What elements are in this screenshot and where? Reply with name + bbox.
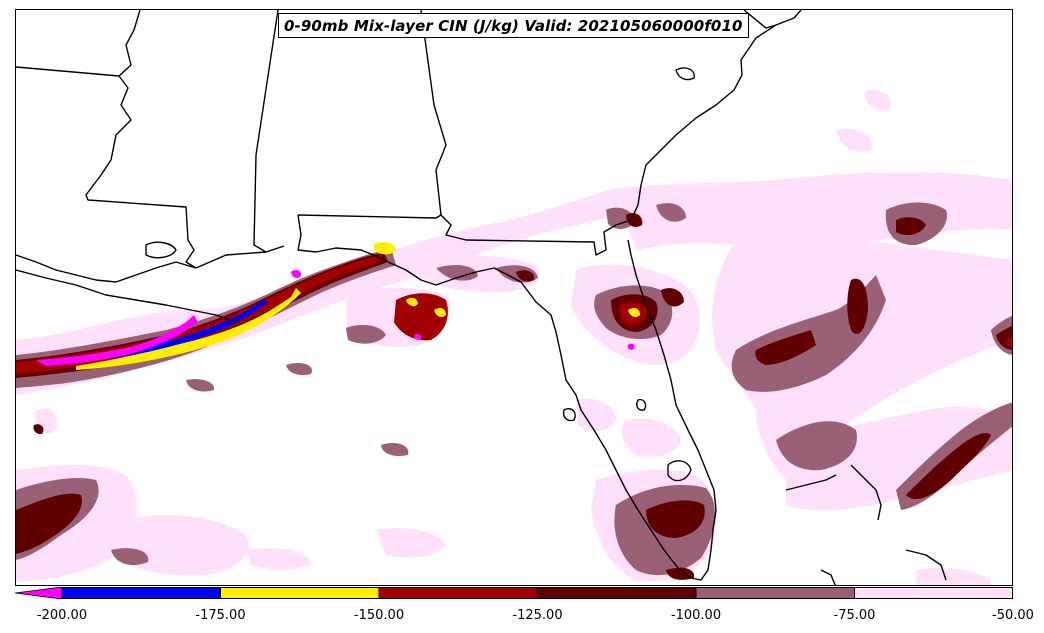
colorbar-bin-dark-red (537, 587, 696, 599)
colorbar-bin-light-pink (854, 587, 1013, 599)
cin-yellow-areas (76, 242, 640, 370)
colorbar-ticks (61, 587, 1013, 599)
map-title: 0-90mb Mix-layer CIN (J/kg) Valid: 20210… (284, 16, 743, 35)
map-panel (15, 9, 1013, 586)
colorbar-tick-label: -125.00 (512, 608, 563, 623)
map-title-box: 0-90mb Mix-layer CIN (J/kg) Valid: 20210… (278, 13, 749, 38)
cin-field-map (16, 10, 1012, 585)
colorbar-bin-yellow (220, 587, 379, 599)
coastlines-and-borders (16, 10, 947, 585)
colorbar-bin-red (379, 587, 538, 599)
colorbar-extend-arrow (15, 587, 63, 599)
colorbar-tick-label: -200.00 (36, 608, 88, 623)
cin-magenta-areas (36, 269, 635, 366)
colorbar-tick-label: -175.00 (195, 608, 246, 623)
colorbar-bin-blue (62, 587, 221, 599)
colorbar-tick-label: -100.00 (670, 608, 722, 623)
colorbar-tick-label: -50.00 (992, 608, 1034, 623)
colorbar-tick-label: -150.00 (353, 608, 405, 623)
colorbar-bin-mauve (696, 587, 855, 599)
colorbar-tick-label: -75.00 (833, 608, 876, 623)
colorbar (15, 587, 1013, 599)
